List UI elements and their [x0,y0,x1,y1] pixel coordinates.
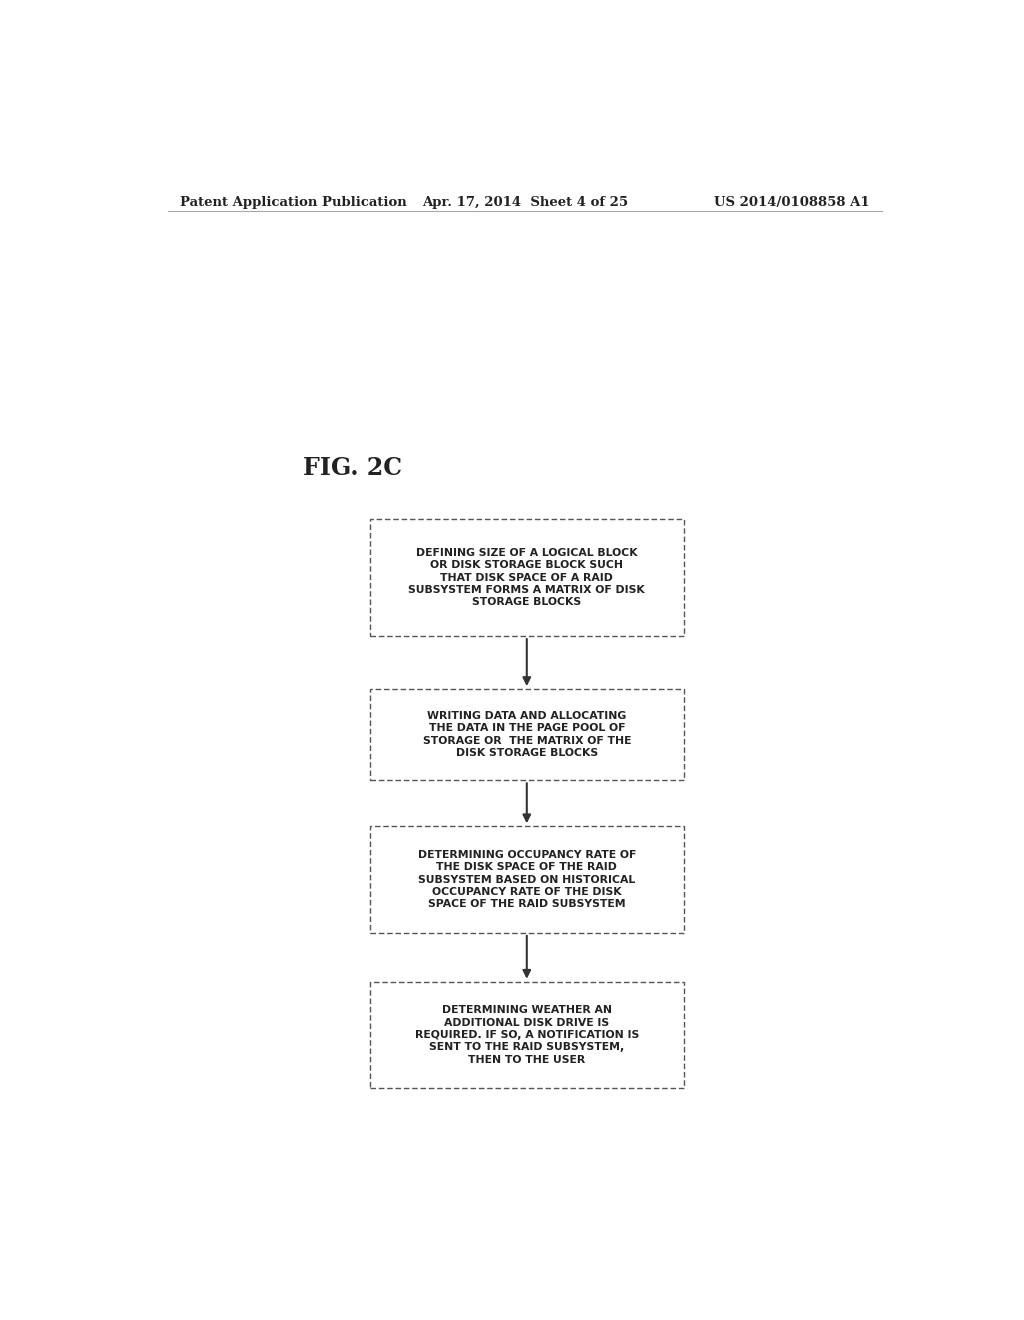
Text: Apr. 17, 2014  Sheet 4 of 25: Apr. 17, 2014 Sheet 4 of 25 [422,195,628,209]
Text: FIG. 2C: FIG. 2C [303,457,401,480]
Text: DETERMINING OCCUPANCY RATE OF
THE DISK SPACE OF THE RAID
SUBSYSTEM BASED ON HIST: DETERMINING OCCUPANCY RATE OF THE DISK S… [418,850,636,909]
Text: WRITING DATA AND ALLOCATING
THE DATA IN THE PAGE POOL OF
STORAGE OR  THE MATRIX : WRITING DATA AND ALLOCATING THE DATA IN … [423,711,631,758]
FancyBboxPatch shape [370,519,684,636]
Text: DEFINING SIZE OF A LOGICAL BLOCK
OR DISK STORAGE BLOCK SUCH
THAT DISK SPACE OF A: DEFINING SIZE OF A LOGICAL BLOCK OR DISK… [409,548,645,607]
Text: US 2014/0108858 A1: US 2014/0108858 A1 [715,195,870,209]
Text: DETERMINING WEATHER AN
ADDITIONAL DISK DRIVE IS
REQUIRED. IF SO, A NOTIFICATION : DETERMINING WEATHER AN ADDITIONAL DISK D… [415,1006,639,1065]
Text: Patent Application Publication: Patent Application Publication [179,195,407,209]
FancyBboxPatch shape [370,826,684,933]
FancyBboxPatch shape [370,689,684,780]
FancyBboxPatch shape [370,982,684,1089]
